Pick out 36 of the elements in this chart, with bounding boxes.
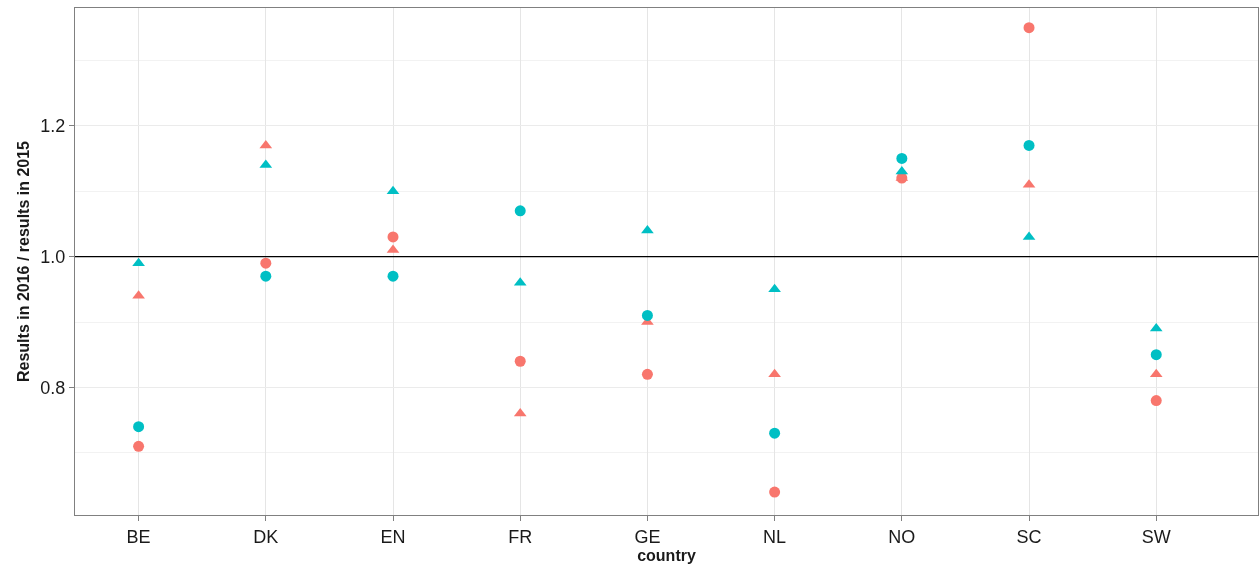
point [641,224,654,234]
point [768,368,781,378]
x-tick-label: BE [126,526,151,547]
point [896,152,908,164]
point [259,139,273,149]
y-tick-label: 0.8 [40,377,66,398]
point [260,270,272,282]
x-tick-label: DK [253,526,279,547]
y-tick-label: 1.0 [40,246,66,267]
point [1150,349,1162,361]
point [387,270,399,282]
x-tick-label: SW [1141,526,1171,547]
point [641,309,653,321]
x-tick-label: EN [380,526,406,547]
point [133,421,145,433]
x-axis-title: country [637,546,696,564]
point [1149,368,1163,378]
point [769,486,781,498]
point [769,427,781,439]
point [514,355,526,367]
x-tick-label: NO [888,526,916,547]
point [1150,395,1162,407]
point [387,231,399,243]
point [641,368,653,380]
x-tick-label: NL [763,526,787,547]
point [1023,139,1035,151]
y-tick-label: 1.2 [40,116,66,137]
x-tick-label: GE [634,526,661,547]
x-tick-label: FR [508,526,533,547]
point [1023,22,1035,34]
point [260,257,272,269]
point [133,440,145,452]
point [768,283,781,293]
y-axis-title: Results in 2016 / results in 2015 [15,140,33,383]
point [514,205,526,217]
x-tick-label: SC [1016,526,1042,547]
